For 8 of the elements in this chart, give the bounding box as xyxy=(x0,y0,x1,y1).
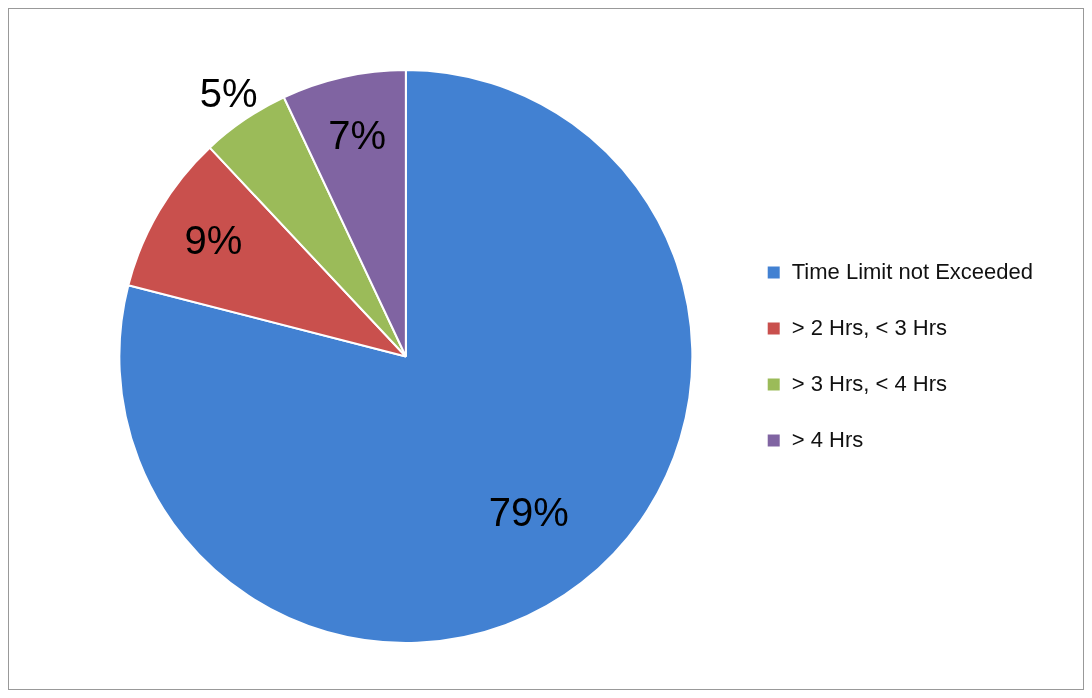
legend-label: > 4 Hrs xyxy=(791,426,864,452)
data-label: 5% xyxy=(199,70,258,115)
data-label: 9% xyxy=(184,217,243,262)
legend-label: > 3 Hrs, < 4 Hrs xyxy=(791,370,947,396)
data-label: 7% xyxy=(328,113,387,158)
legend-label: > 2 Hrs, < 3 Hrs xyxy=(791,314,947,340)
data-label: 79% xyxy=(488,490,569,534)
legend-label: Time Limit not Exceeded xyxy=(791,258,1034,284)
